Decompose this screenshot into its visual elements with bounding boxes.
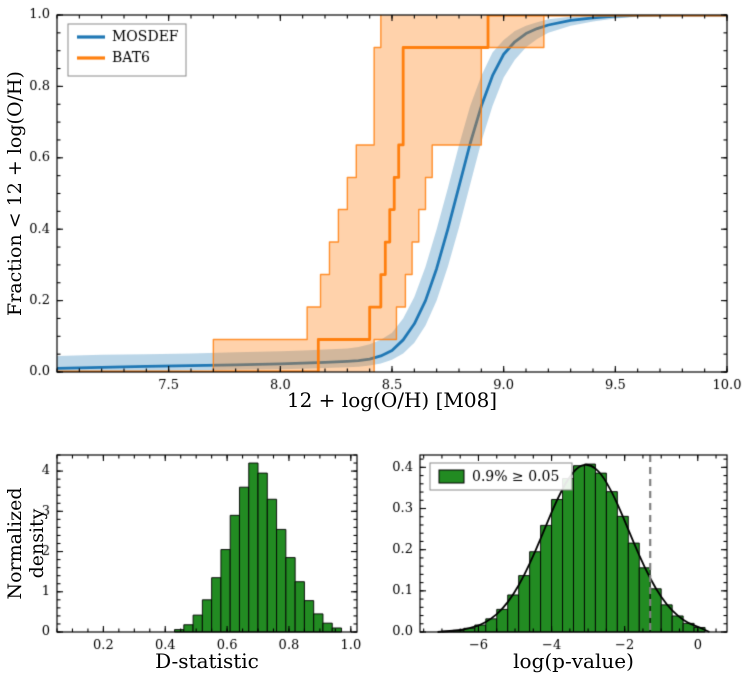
top-panel-yaxis-label: Fraction < 12 + log(O/H)	[4, 71, 26, 316]
dstat-panel-yaxis-label: Normalized density	[4, 487, 48, 600]
pvalue-panel-xaxis-label: log(p-value)	[513, 649, 634, 673]
top-panel-xaxis-label: 12 + log(O/H) [M08]	[286, 388, 498, 412]
dstat-panel-xaxis-label: D-statistic	[155, 649, 259, 673]
